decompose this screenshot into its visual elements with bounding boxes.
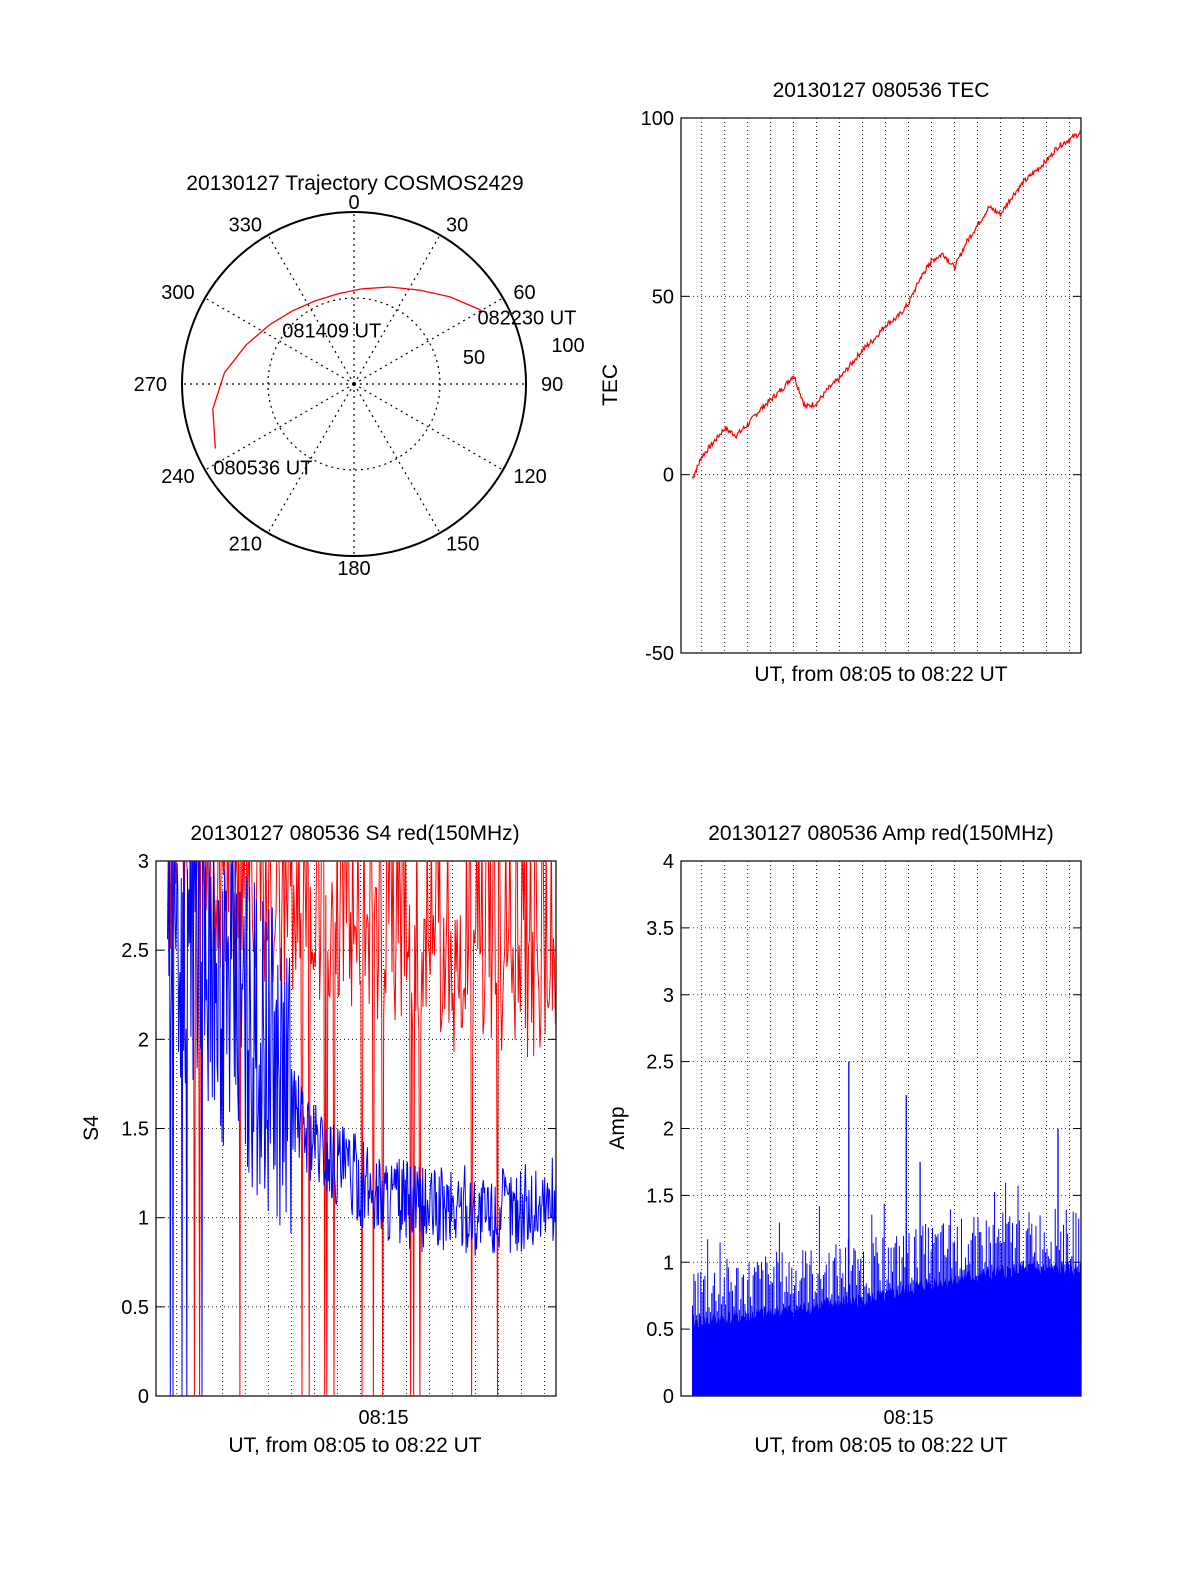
tec-series xyxy=(691,130,1082,479)
tec-axes: -50 0 50 100 xyxy=(641,108,1082,665)
tec-panel: 20130127 080536 TEC -50 0 50 100 UT, from 0… xyxy=(599,79,1082,686)
polar-time-annotation: 081409 UT xyxy=(282,320,381,342)
polar-angle-tick-label: 240 xyxy=(161,466,194,488)
polar-time-annotation: 080536 UT xyxy=(213,458,312,480)
polar-angle-tick-label: 90 xyxy=(541,374,563,396)
amp-ylabel: Amp xyxy=(606,1106,629,1149)
polar-spoke xyxy=(353,297,504,385)
polar-angle-tick-label: 180 xyxy=(337,558,370,580)
y-tick-label: 2 xyxy=(138,1029,149,1051)
y-tick-label: 3 xyxy=(663,985,674,1007)
polar-angle-tick-label: 0 xyxy=(348,192,359,214)
polar-angle-tick-label: 300 xyxy=(161,282,194,304)
polar-angle-tick-label: 60 xyxy=(513,282,535,304)
y-tick-label: 0.5 xyxy=(121,1297,149,1319)
x-tick-label: 08:15 xyxy=(884,1407,934,1429)
polar-radius-label: 50 xyxy=(463,347,485,369)
y-tick-label: 3.5 xyxy=(646,918,674,940)
y-tick-label: 3 xyxy=(138,851,149,873)
s4-blue-line xyxy=(167,861,556,1396)
y-tick-label: 0.5 xyxy=(646,1319,674,1341)
s4-ylabel: S4 xyxy=(80,1115,103,1141)
y-tick-label: 1.5 xyxy=(121,1119,149,1141)
polar-grid xyxy=(181,211,527,557)
polar-labels: 0 30 60 90 120 150 180 210 240 270 300 330 50 100 0805… xyxy=(134,192,585,580)
y-tick-label: -50 xyxy=(645,643,674,665)
tec-ylabel: TEC xyxy=(599,364,622,406)
polar-spoke xyxy=(267,234,355,385)
polar-trajectory-series xyxy=(212,286,482,449)
polar-outer-ring xyxy=(181,211,527,557)
polar-spoke xyxy=(353,383,504,471)
tec-title: 20130127 080536 TEC xyxy=(773,79,990,102)
amp-xlabel: UT, from 08:05 to 08:22 UT xyxy=(754,1434,1007,1457)
amp-series xyxy=(691,1061,1081,1396)
polar-time-annotation: 082230 UT xyxy=(477,307,576,329)
s4-xlabel: UT, from 08:05 to 08:22 UT xyxy=(228,1434,481,1457)
polar-angle-tick-label: 330 xyxy=(229,215,262,237)
amp-panel: 20130127 080536 Amp red(150MHz) 0 0.5 1 1.5… xyxy=(606,822,1082,1457)
amp-title: 20130127 080536 Amp red(150MHz) xyxy=(708,822,1054,845)
polar-trajectory-line xyxy=(212,286,482,449)
polar-angle-tick-label: 30 xyxy=(446,215,468,237)
polar-trajectory-panel: 20130127 Trajectory COSMOS2429 0 30 60 90 12… xyxy=(134,172,585,580)
x-tick-label: 08:15 xyxy=(359,1407,409,1429)
polar-angle-tick-label: 270 xyxy=(134,374,167,396)
y-tick-label: 0 xyxy=(138,1386,149,1408)
y-tick-label: 0 xyxy=(663,1386,674,1408)
s4-panel: 20130127 080536 S4 red(150MHz) 0 0.5 1 1.5 2… xyxy=(80,822,557,1457)
y-tick-label: 2.5 xyxy=(646,1052,674,1074)
polar-radius-label: 100 xyxy=(551,335,584,357)
s4-series xyxy=(167,861,556,1396)
polar-spoke xyxy=(353,234,441,385)
y-tick-label: 2.5 xyxy=(121,940,149,962)
y-tick-label: 4 xyxy=(663,851,674,873)
polar-spoke xyxy=(267,383,355,534)
y-tick-label: 1.5 xyxy=(646,1185,674,1207)
y-tick-label: 50 xyxy=(652,286,674,308)
polar-angle-tick-label: 150 xyxy=(446,533,479,555)
y-tick-label: 2 xyxy=(663,1119,674,1141)
polar-angle-tick-label: 210 xyxy=(229,533,262,555)
plot-frame xyxy=(155,860,557,1397)
tec-xlabel: UT, from 08:05 to 08:22 UT xyxy=(754,663,1007,686)
polar-angle-tick-label: 120 xyxy=(513,466,546,488)
tec-line xyxy=(691,130,1082,479)
y-tick-label: 1 xyxy=(138,1208,149,1230)
y-tick-label: 0 xyxy=(663,465,674,487)
polar-spoke xyxy=(204,297,355,385)
y-tick-label: 1 xyxy=(663,1252,674,1274)
polar-spoke xyxy=(353,383,441,534)
polar-spoke xyxy=(204,383,355,471)
polar-title: 20130127 Trajectory COSMOS2429 xyxy=(186,172,523,195)
y-tick-label: 100 xyxy=(641,108,674,130)
s4-title: 20130127 080536 S4 red(150MHz) xyxy=(190,822,519,845)
plot-frame xyxy=(680,117,1082,654)
